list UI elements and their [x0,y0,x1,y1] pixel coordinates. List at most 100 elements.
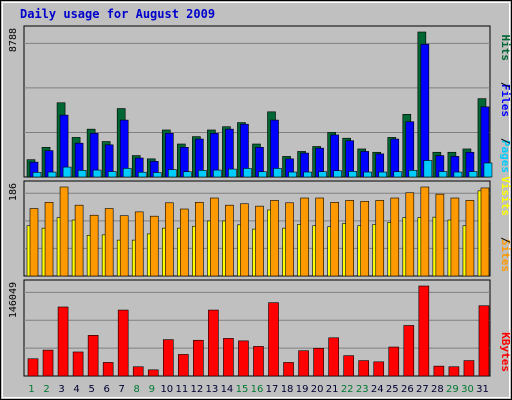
legend-visits: Visits [499,176,512,216]
bar-kbytes-day-3 [57,306,69,377]
bar-pages-day-24 [378,171,388,178]
bar-kbytes-day-21 [328,337,339,377]
bar-pages-day-8 [137,171,147,178]
x-tick-label-day-27: 27 [416,384,429,395]
bar-kbytes-day-9 [147,369,159,377]
panel-sites-visits: 186 [8,180,491,277]
bar-kbytes-day-11 [178,354,189,377]
bar-kbytes-day-22 [343,355,354,377]
bar-pages-day-27 [423,160,433,178]
x-tick-label-day-8: 8 [134,384,140,395]
bar-pages-day-1 [32,172,42,178]
legend-hits: Hits [499,35,512,62]
bar-kbytes-day-31 [478,305,490,377]
x-tick-label-day-29: 29 [446,384,459,395]
bar-sites-day-31 [480,187,490,277]
legend-separator: / [499,82,512,89]
bar-kbytes-day-24 [373,361,385,377]
bar-sites-day-21 [330,202,339,277]
x-tick-label-day-12: 12 [191,384,204,395]
x-tick-label-day-18: 18 [281,384,294,395]
x-tick-label-day-13: 13 [206,384,219,395]
bar-kbytes-day-13 [208,309,219,377]
bar-pages-day-10 [167,169,177,178]
bar-sites-day-23 [360,201,370,277]
bar-kbytes-day-20 [313,347,324,377]
bar-sites-day-14 [225,204,234,277]
bar-kbytes-day-26 [403,325,415,377]
bar-kbytes-day-6 [102,362,114,377]
bar-sites-day-13 [210,197,219,277]
chart-title: Daily usage for August 2009 [20,7,215,21]
bar-sites-day-7 [119,215,129,277]
bar-kbytes-day-27 [418,285,430,377]
bar-kbytes-day-17 [268,302,279,377]
bar-pages-day-18 [288,171,297,178]
bar-kbytes-day-19 [298,350,309,377]
x-tick-label-day-9: 9 [149,384,155,395]
legend-sites-visits: Sites / Visits [499,176,512,272]
legend-pages: Pages [499,140,512,173]
bar-kbytes-day-10 [162,339,174,377]
bar-pages-day-4 [77,170,87,178]
bar-sites-day-26 [405,192,415,277]
bar-sites-day-19 [300,197,309,277]
bar-kbytes-day-23 [358,360,370,377]
bar-kbytes-day-14 [223,338,234,377]
x-tick-label-day-11: 11 [175,384,188,395]
bar-pages-day-26 [408,170,418,178]
x-tick-label-day-7: 7 [119,384,125,395]
bar-pages-day-29 [453,171,463,178]
bar-kbytes-day-8 [132,366,144,377]
bar-files-day-26 [405,121,415,178]
bar-kbytes-day-7 [117,309,129,377]
bar-pages-day-23 [363,171,373,178]
bar-sites-day-24 [375,200,385,277]
bar-kbytes-day-29 [448,366,460,377]
bar-pages-day-21 [333,170,342,178]
x-tick-label-day-3: 3 [58,384,64,395]
x-tick-label-day-6: 6 [103,384,109,395]
bar-sites-day-27 [420,186,430,277]
bar-sites-day-12 [195,202,204,277]
x-tick-label-day-1: 1 [28,384,34,395]
bar-pages-day-19 [303,171,312,178]
bar-sites-day-11 [180,208,189,277]
bar-pages-day-11 [183,171,192,178]
bar-kbytes-day-30 [463,360,475,377]
bar-sites-day-6 [104,208,114,277]
x-tick-label-day-30: 30 [461,384,474,395]
bar-pages-day-22 [348,171,357,178]
bar-sites-day-3 [59,186,69,277]
panel-max-label: 146049 [8,282,19,318]
x-tick-label-day-10: 10 [160,384,173,395]
bar-sites-day-18 [285,202,294,277]
bar-pages-day-2 [47,171,57,178]
bar-pages-day-30 [468,171,478,178]
bar-kbytes-day-5 [87,335,99,377]
x-tick-label-day-23: 23 [356,384,369,395]
bar-sites-day-25 [390,197,400,277]
panel-max-label: 186 [8,183,19,201]
bar-kbytes-day-28 [433,365,445,377]
bar-kbytes-day-1 [27,358,39,377]
bar-kbytes-day-25 [388,346,400,377]
bar-pages-day-12 [198,170,207,178]
bar-pages-day-15 [243,168,252,178]
bar-sites-day-5 [89,214,99,277]
bar-kbytes-day-4 [72,351,84,377]
x-tick-label-day-14: 14 [221,384,234,395]
bar-sites-day-22 [345,200,354,277]
x-tick-label-day-31: 31 [476,384,489,395]
panel-max-label: 8788 [8,28,19,52]
bar-files-day-25 [390,138,400,178]
legend-kbytes: KBytes [499,332,512,372]
legend-separator: / [499,138,512,145]
bar-pages-day-25 [393,171,403,178]
x-tick-label-day-4: 4 [73,384,79,395]
x-tick-label-day-16: 16 [251,384,264,395]
bar-sites-day-8 [134,211,144,277]
bar-pages-day-28 [438,171,448,178]
